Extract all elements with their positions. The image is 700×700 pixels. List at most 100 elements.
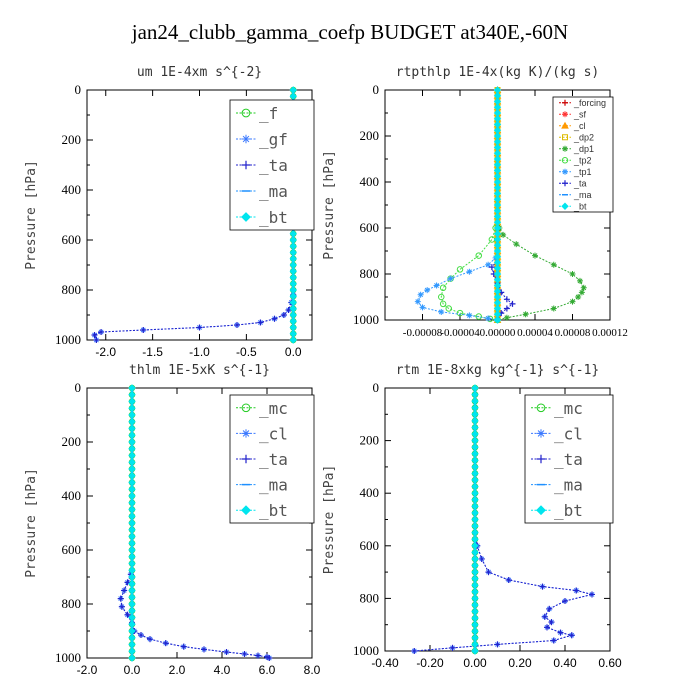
data-point	[128, 438, 136, 446]
data-point	[513, 241, 520, 248]
data-point	[128, 627, 136, 635]
data-point	[128, 411, 136, 419]
y-tick-label: 1000	[353, 643, 379, 658]
legend-label: _ma	[259, 476, 288, 495]
legend-marker	[562, 111, 568, 118]
data-point	[544, 624, 550, 631]
y-tick-label: 1000	[55, 650, 81, 665]
data-point	[438, 308, 445, 315]
legend-label: _bt	[259, 208, 288, 227]
data-point	[128, 573, 136, 581]
legend-label: _ta	[259, 450, 288, 469]
data-point	[128, 458, 136, 466]
data-point	[201, 646, 207, 653]
data-point	[147, 636, 153, 643]
y-tick-label: 600	[360, 538, 380, 553]
data-point	[255, 652, 261, 659]
legend: _mc _cl _ta _ma _bt	[524, 394, 614, 524]
panel-rtm: rtm 1E-8xkg kg^{-1} s^{-1} Pressure [hPa]…	[322, 363, 622, 670]
data-point	[128, 546, 136, 554]
series-line	[491, 90, 514, 321]
legend-label: _bt	[554, 501, 583, 520]
data-point	[539, 583, 546, 590]
data-point	[128, 647, 136, 655]
panel-um: um 1E-4xm s^{-2} Pressure [hPa] 0 200 400 600…	[24, 65, 315, 359]
legend-label: _tp1	[573, 167, 592, 177]
data-point	[128, 492, 136, 500]
x-tick-label: 8.0	[304, 663, 321, 677]
data-point	[128, 431, 136, 439]
data-point	[128, 485, 136, 493]
data-point	[488, 264, 495, 271]
legend-marker	[241, 429, 251, 438]
x-tick-label: 0.00004	[517, 327, 553, 339]
data-point	[466, 268, 473, 275]
data-point	[162, 640, 169, 647]
data-point	[98, 329, 105, 335]
data-point	[445, 305, 452, 312]
data-point	[494, 641, 501, 648]
y-tick-label: 800	[62, 282, 82, 297]
data-point	[128, 580, 136, 588]
data-point	[456, 266, 464, 273]
data-point	[128, 634, 136, 642]
x-tick-label: -0.00008	[403, 327, 443, 339]
legend-marker	[536, 403, 546, 413]
data-point	[505, 576, 512, 583]
legend-label: _ma	[554, 476, 583, 495]
legend: _forcing_sf _cl_dp2 _dp1_tp2 _tp1_ta _ma_bt	[552, 96, 614, 213]
data-point	[285, 307, 292, 313]
y-axis-label: Pressure [hPa]	[24, 468, 39, 578]
legend-marker	[562, 168, 568, 175]
data-point	[575, 294, 582, 300]
panel-title: thlm 1E-5xK s^{-1}	[129, 363, 270, 378]
legend-marker	[241, 134, 251, 144]
legend-label: _ta	[259, 156, 288, 175]
data-point	[128, 566, 136, 574]
legend-marker	[241, 160, 251, 170]
y-tick-label: 600	[360, 220, 380, 235]
legend: _f _gf _ta _ma _bt	[229, 99, 315, 231]
data-point	[548, 619, 555, 626]
legend-label: _bt	[573, 201, 587, 211]
data-point	[577, 277, 583, 284]
y-tick-label: 400	[62, 182, 82, 197]
data-point	[417, 291, 424, 298]
data-point	[128, 478, 136, 487]
legend-label: _ma	[573, 190, 592, 200]
y-tick-label: 200	[62, 132, 82, 147]
data-point	[128, 640, 136, 649]
data-point	[93, 337, 100, 343]
data-point	[449, 644, 456, 651]
data-point	[439, 284, 447, 292]
series-dp1	[494, 90, 587, 323]
data-point	[128, 404, 136, 412]
figure-title: jan24_clubb_gamma_coefp BUDGET at340E,-6…	[131, 20, 569, 44]
legend-label: _dp2	[573, 132, 594, 142]
data-point	[424, 287, 431, 294]
x-tick-label: -0.5	[236, 345, 257, 359]
y-tick-label: 400	[360, 485, 380, 500]
y-tick-label: 600	[62, 542, 82, 557]
legend-marker	[561, 202, 569, 210]
data-point	[128, 465, 136, 473]
series-tp1	[414, 90, 501, 323]
data-point	[433, 282, 440, 289]
x-tick-label: 2.0	[169, 663, 186, 677]
legend-marker	[562, 180, 568, 187]
y-tick-label: 400	[360, 174, 380, 189]
legend-marker	[561, 121, 569, 129]
series-ta	[411, 388, 595, 654]
legend-marker	[241, 212, 251, 222]
data-point	[500, 231, 507, 238]
data-point	[234, 322, 240, 328]
y-tick-label: 200	[360, 128, 380, 143]
series-line	[414, 388, 593, 652]
data-point	[580, 284, 587, 291]
legend-marker	[562, 134, 568, 141]
x-tick-label: -1.5	[142, 345, 163, 359]
legend: _mc _cl _ta _ma _bt	[229, 394, 315, 524]
data-point	[128, 600, 136, 608]
legend-label: _bt	[259, 501, 288, 520]
legend-label: _forcing	[573, 98, 606, 108]
